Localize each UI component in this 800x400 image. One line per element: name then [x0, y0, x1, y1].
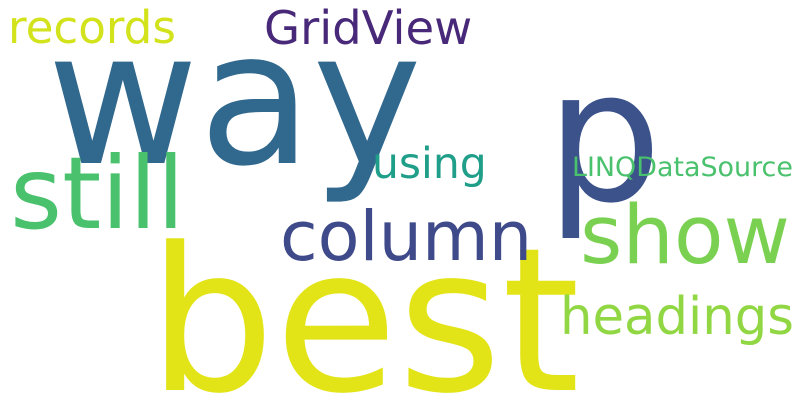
word-using: using — [372, 139, 487, 189]
word-column: column — [280, 196, 533, 277]
word-show: show — [580, 189, 790, 284]
word-way: way — [47, 0, 422, 208]
word-p: p — [546, 31, 662, 245]
word-records: records — [8, 0, 176, 54]
word-headings: headings — [560, 287, 794, 348]
word-best: best — [148, 206, 580, 400]
word-gridview: GridView — [264, 0, 473, 55]
word-linqdatasource: LINQDataSource — [572, 151, 793, 183]
word-still: still — [10, 135, 185, 252]
